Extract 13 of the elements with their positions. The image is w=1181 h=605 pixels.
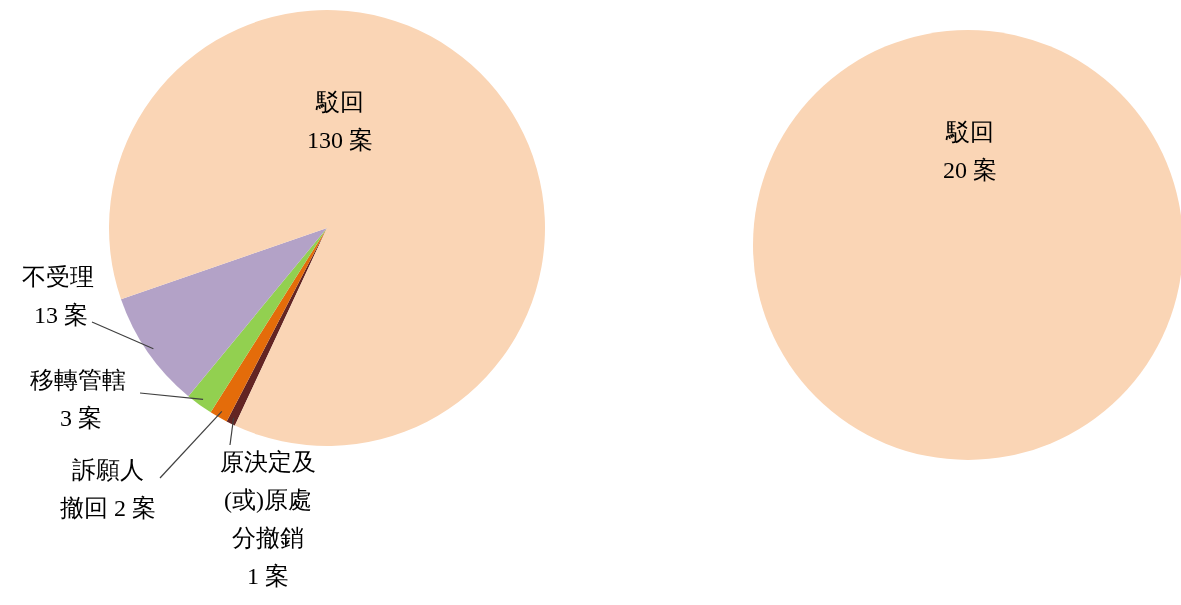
slice-label: 不受理 <box>22 264 94 290</box>
data-label: 20 案 <box>943 157 997 183</box>
slice-label: 原決定及(或)原處分撤銷 <box>220 449 316 551</box>
pie-slice <box>210 228 327 422</box>
data-label: 3 案 <box>54 405 102 431</box>
data-label: 13 案 <box>28 302 88 328</box>
slice-label: 駁回 <box>315 89 364 115</box>
slice-label: 訴願人撤回 2 案 <box>60 457 156 521</box>
data-label: 130 案 <box>307 127 373 153</box>
slice-label: 移轉管轄 <box>30 367 126 393</box>
slice-label: 駁回 <box>945 119 994 145</box>
data-label: 1 案 <box>247 563 289 589</box>
pie-slice <box>188 228 327 413</box>
